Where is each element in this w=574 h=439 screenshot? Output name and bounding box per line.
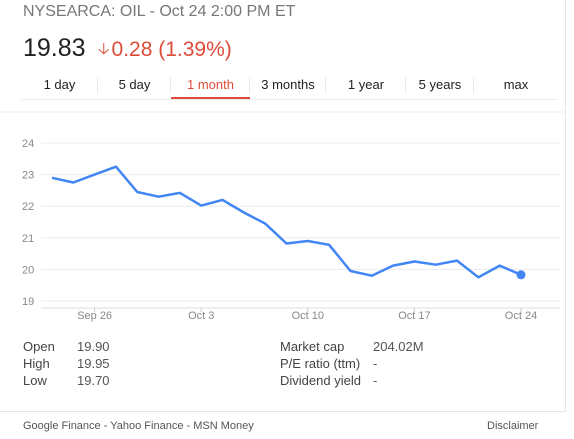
y-tick-label: 21 — [22, 233, 34, 245]
stat-label: Market cap — [280, 339, 345, 354]
x-tick-label: Oct 17 — [398, 310, 430, 322]
x-tick-label: Sep 26 — [77, 310, 112, 322]
stat-value: 204.02M — [373, 339, 424, 354]
tab-1-day[interactable]: 1 day — [21, 73, 98, 99]
range-tabs: 1 day 5 day 1 month 3 months 1 year 5 ye… — [21, 73, 558, 100]
tab-1-month[interactable]: 1 month — [171, 73, 250, 99]
source-links: Google Finance - Yahoo Finance - MSN Mon… — [23, 420, 254, 432]
y-tick-label: 23 — [22, 170, 34, 182]
stat-label: Open — [23, 339, 55, 354]
finance-card: NYSEARCA: OIL - Oct 24 2:00 PM ET 19.83 … — [0, 0, 566, 412]
google-finance-link[interactable]: Google Finance — [23, 420, 101, 432]
y-tick-label: 20 — [22, 264, 34, 276]
stat-pe-ratio: P/E ratio (ttm) - — [280, 355, 377, 373]
quote-title: NYSEARCA: OIL - Oct 24 2:00 PM ET — [23, 3, 296, 20]
stat-market-cap: Market cap 204.02M — [280, 338, 424, 356]
price-series-line — [51, 165, 522, 279]
price-chart-svg: 24 23 22 21 20 19 Sep 26 Oct 3 Oct 10 Oct 17 Oct 2… — [0, 111, 566, 322]
y-tick-label: 22 — [22, 201, 34, 213]
stat-value: 19.90 — [77, 339, 110, 354]
stat-open: Open 19.90 — [23, 338, 110, 356]
current-price: 19.83 — [23, 34, 86, 62]
yahoo-finance-link[interactable]: Yahoo Finance — [110, 420, 184, 432]
link-separator: - — [183, 420, 194, 432]
down-arrow-icon: 🡣 — [98, 41, 110, 58]
stat-value: 19.70 — [77, 373, 110, 388]
x-tick-label: Oct 3 — [188, 310, 214, 322]
y-tick-label: 24 — [22, 138, 34, 150]
disclaimer-link[interactable]: Disclaimer — [487, 420, 539, 432]
tab-5-day[interactable]: 5 day — [98, 73, 171, 99]
msn-money-link[interactable]: MSN Money — [193, 420, 254, 432]
stat-label: Dividend yield — [280, 373, 361, 388]
link-separator: - — [100, 420, 111, 432]
price-chart[interactable]: 24 23 22 21 20 19 Sep 26 Oct 3 Oct 10 Oct 17 Oct 2… — [0, 100, 566, 330]
price-change: 🡣0.28 (1.39%) — [98, 38, 232, 61]
tab-5-years[interactable]: 5 years — [406, 73, 474, 99]
price-change-value: 0.28 (1.39%) — [111, 38, 232, 61]
tab-max[interactable]: max — [503, 77, 529, 92]
stat-dividend-yield: Dividend yield - — [280, 372, 377, 390]
tab-1-year[interactable]: 1 year — [326, 73, 406, 99]
stat-label: P/E ratio (ttm) — [280, 356, 361, 371]
stat-label: Low — [23, 373, 47, 388]
x-tick-label: Oct 24 — [505, 310, 537, 322]
last-price-marker — [516, 270, 526, 280]
quote-row: 19.83 🡣0.28 (1.39%) — [23, 34, 232, 67]
stat-high: High 19.95 — [23, 355, 110, 373]
stat-value: 19.95 — [77, 356, 110, 371]
stat-value: - — [373, 356, 378, 371]
x-tick-label: Oct 10 — [292, 310, 324, 322]
stat-low: Low 19.70 — [23, 372, 110, 390]
stat-label: High — [23, 356, 50, 371]
y-tick-label: 19 — [22, 296, 34, 308]
tab-3-months[interactable]: 3 months — [250, 73, 326, 99]
stat-value: - — [373, 373, 378, 388]
